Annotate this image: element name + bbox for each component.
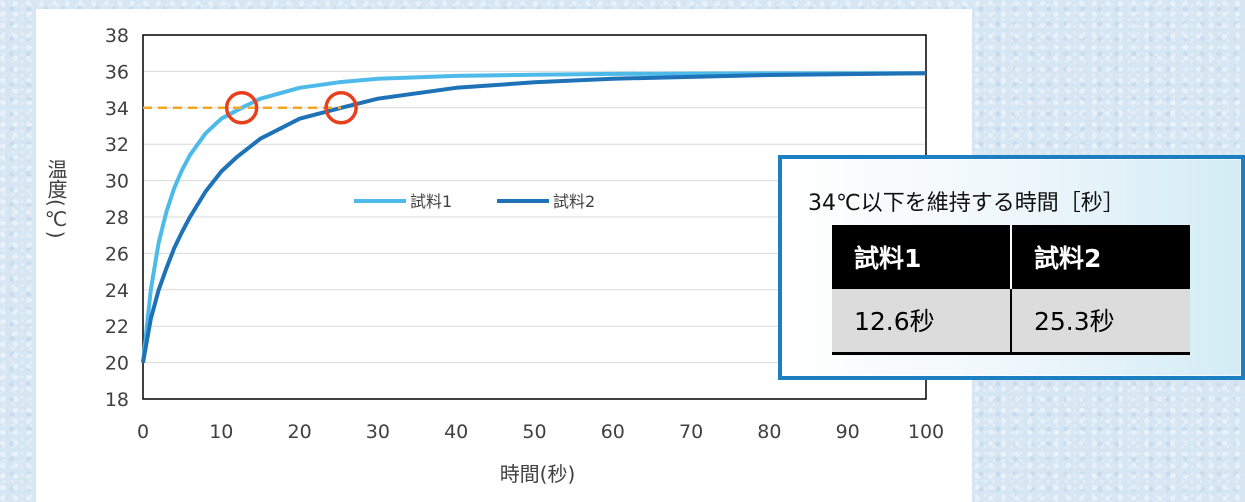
highlight-marker [224,91,259,125]
result-table: 試料1 試料2 12.6秒 25.3秒 [832,225,1190,355]
y-tick-label: 26 [105,243,129,265]
y-tick-label: 28 [105,207,129,229]
x-tick-label: 30 [366,421,390,443]
x-tick-label: 0 [137,421,149,443]
y-tick-label: 20 [105,353,129,375]
highlight-marker [324,91,358,125]
x-tick-label: 50 [522,421,546,443]
x-tick-label: 90 [836,421,860,443]
line-chart: 18 20 22 24 26 28 30 32 34 36 38 0 10 20 30 40 50 60 70 80 9… [44,25,944,486]
value-sample-2: 25.3秒 [1010,289,1190,355]
x-tick-label: 40 [444,421,468,443]
y-tick-label: 30 [105,171,129,193]
legend-label-2: 試料2 [553,192,595,211]
series-line-2 [141,71,927,363]
y-tick-label: 36 [105,61,129,83]
result-table-header-row: 試料1 試料2 [832,225,1190,289]
series-line-1 [141,71,926,363]
x-tick-label: 80 [757,421,781,443]
y-tick-label: 22 [105,316,129,338]
x-axis-title: 時間(秒) [500,462,576,486]
y-tick-label: 38 [105,25,129,47]
header-sample-1: 試料1 [832,225,1011,289]
legend-label-1: 試料1 [410,192,452,211]
header-sample-2: 試料2 [1010,225,1190,289]
y-tick-label: 32 [105,134,129,156]
y-axis-title: 温度(℃) [44,159,68,239]
x-tick-label: 70 [679,421,703,443]
y-tick-label: 34 [105,98,129,120]
result-summary-box: 34℃以下を維持する時間［秒］ 試料1 試料2 12.6秒 25.3秒 [778,155,1245,380]
x-tick-label: 60 [601,421,625,443]
result-title: 34℃以下を維持する時間［秒］ [808,191,1125,216]
y-tick-label: 18 [105,389,129,411]
x-tick-label: 10 [209,421,233,443]
value-sample-1: 12.6秒 [832,289,1011,355]
y-tick-label: 24 [105,280,129,302]
x-tick-label: 20 [288,421,312,443]
result-table-value-row: 12.6秒 25.3秒 [832,289,1190,355]
x-tick-label: 100 [908,421,944,443]
